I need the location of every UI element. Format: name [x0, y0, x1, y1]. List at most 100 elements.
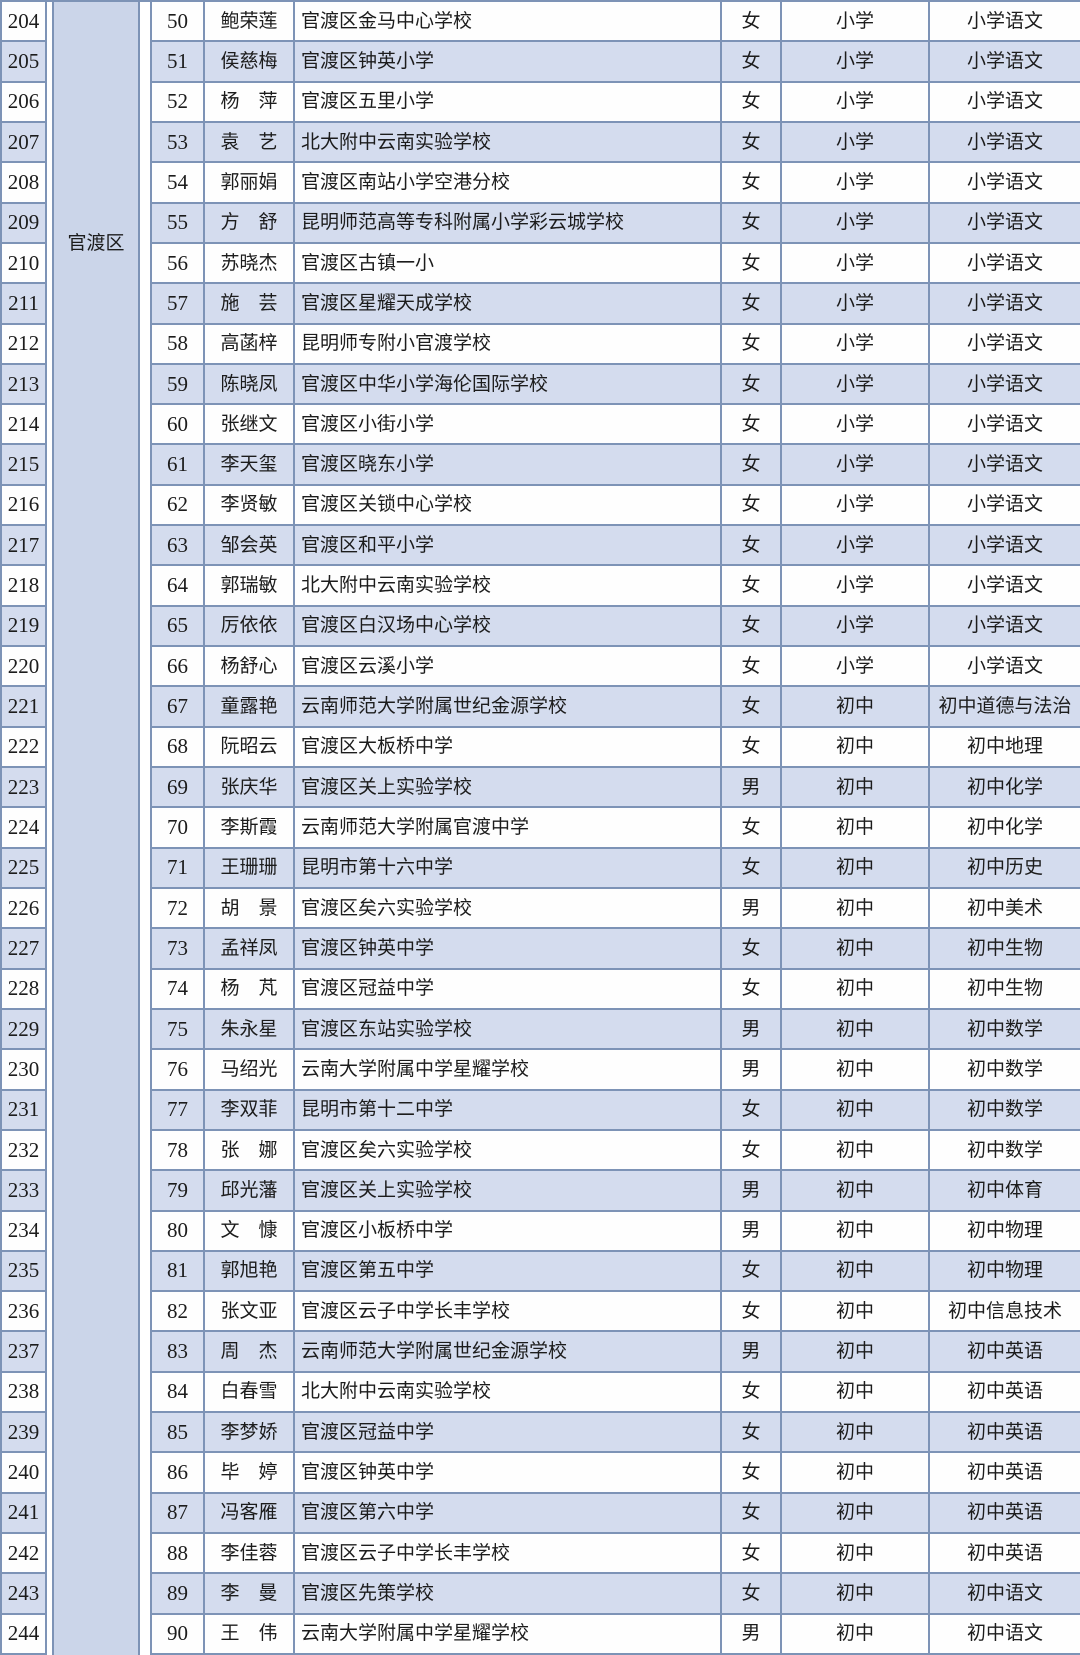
subject-cell: 小学语文: [930, 2, 1080, 43]
school-name-cell: 官渡区钟英中学: [295, 1453, 722, 1494]
row-number-cell: 225: [2, 848, 47, 889]
teacher-name-cell: 郭丽娟: [205, 163, 295, 204]
subject-cell: 初中地理: [930, 727, 1080, 769]
gender-cell: 女: [722, 1413, 782, 1454]
subject-cell: 小学语文: [930, 163, 1080, 204]
school-name-cell: 官渡区冠益中学: [295, 969, 722, 1010]
school-name-cell: 云南大学附属中学星耀学校: [295, 1050, 722, 1091]
school-level-cell: 初中: [782, 1534, 930, 1575]
teacher-name-cell: 李贤敏: [205, 485, 295, 527]
school-name-cell: 官渡区钟英小学: [295, 42, 722, 83]
subject-cell: 初中英语: [930, 1453, 1080, 1494]
gender-cell: 女: [722, 42, 782, 83]
row-number-cell: 214: [2, 405, 47, 446]
row-number-cell: 244: [2, 1614, 47, 1655]
serial-number-cell: 75: [152, 1009, 205, 1051]
school-name-cell: 北大附中云南实验学校: [295, 122, 722, 164]
gender-cell: 女: [722, 163, 782, 204]
teacher-name-cell: 孟祥凤: [205, 929, 295, 970]
school-name-cell: 官渡区冠益中学: [295, 1413, 722, 1454]
school-name-cell: 北大附中云南实验学校: [295, 1372, 722, 1414]
school-level-cell: 小学: [782, 42, 930, 83]
teacher-name-cell: 胡 景: [205, 888, 295, 930]
gender-cell: 女: [722, 405, 782, 446]
teacher-name-cell: 张文亚: [205, 1292, 295, 1333]
teacher-name-cell: 李天玺: [205, 445, 295, 486]
school-level-cell: 初中: [782, 1090, 930, 1131]
teacher-name-cell: 毕 婷: [205, 1453, 295, 1494]
school-name-cell: 官渡区大板桥中学: [295, 727, 722, 769]
serial-number-cell: 65: [152, 606, 205, 648]
serial-number-cell: 64: [152, 566, 205, 607]
school-name-cell: 昆明市第十六中学: [295, 848, 722, 889]
school-level-cell: 小学: [782, 364, 930, 406]
subject-cell: 初中数学: [930, 1130, 1080, 1172]
gender-cell: 女: [722, 2, 782, 43]
school-level-cell: 初中: [782, 848, 930, 889]
subject-cell: 初中道德与法治: [930, 687, 1080, 728]
gender-cell: 女: [722, 445, 782, 486]
school-level-cell: 小学: [782, 203, 930, 244]
subject-cell: 初中数学: [930, 1050, 1080, 1091]
serial-number-cell: 90: [152, 1614, 205, 1655]
school-level-cell: 小学: [782, 485, 930, 527]
teacher-name-cell: 陈晓凤: [205, 364, 295, 406]
subject-cell: 小学语文: [930, 647, 1080, 688]
school-name-cell: 官渡区矣六实验学校: [295, 1130, 722, 1172]
teacher-name-cell: 厉依依: [205, 606, 295, 648]
school-level-cell: 初中: [782, 1332, 930, 1373]
school-name-cell: 官渡区南站小学空港分校: [295, 163, 722, 204]
school-name-cell: 官渡区矣六实验学校: [295, 888, 722, 930]
school-level-cell: 初中: [782, 1413, 930, 1454]
row-number-cell: 221: [2, 687, 47, 728]
school-name-cell: 官渡区关锁中心学校: [295, 485, 722, 527]
subject-cell: 小学语文: [930, 42, 1080, 83]
subject-cell: 小学语文: [930, 405, 1080, 446]
teacher-name-cell: 李佳蓉: [205, 1534, 295, 1575]
teacher-name-cell: 童露艳: [205, 687, 295, 728]
school-level-cell: 小学: [782, 606, 930, 648]
teacher-name-cell: 高菡梓: [205, 324, 295, 365]
school-name-cell: 官渡区云子中学长丰学校: [295, 1292, 722, 1333]
serial-number-cell: 50: [152, 2, 205, 43]
gender-cell: 女: [722, 848, 782, 889]
row-number-cell: 226: [2, 888, 47, 930]
row-number-cell: 205: [2, 42, 47, 83]
serial-number-cell: 89: [152, 1574, 205, 1615]
subject-cell: 初中体育: [930, 1171, 1080, 1212]
row-number-cell: 211: [2, 284, 47, 325]
teacher-name-cell: 邹会英: [205, 526, 295, 567]
subject-cell: 小学语文: [930, 324, 1080, 365]
subject-cell: 初中物理: [930, 1211, 1080, 1252]
subject-cell: 初中化学: [930, 768, 1080, 809]
gender-cell: 男: [722, 1050, 782, 1091]
gender-cell: 男: [722, 768, 782, 809]
gender-cell: 女: [722, 1574, 782, 1615]
school-level-cell: 小学: [782, 526, 930, 567]
row-number-cell: 229: [2, 1009, 47, 1051]
serial-number-cell: 54: [152, 163, 205, 204]
row-number-cell: 212: [2, 324, 47, 365]
gender-cell: 女: [722, 324, 782, 365]
teacher-name-cell: 王 伟: [205, 1614, 295, 1655]
row-number-cell: 222: [2, 727, 47, 769]
school-name-cell: 官渡区五里小学: [295, 82, 722, 123]
teacher-name-cell: 李双菲: [205, 1090, 295, 1131]
serial-number-cell: 58: [152, 324, 205, 365]
school-name-cell: 北大附中云南实验学校: [295, 566, 722, 607]
gender-cell: 男: [722, 1009, 782, 1051]
gender-cell: 女: [722, 284, 782, 325]
subject-cell: 初中化学: [930, 808, 1080, 849]
row-number-cell: 237: [2, 1332, 47, 1373]
row-number-cell: 238: [2, 1372, 47, 1414]
gender-cell: 女: [722, 727, 782, 769]
school-name-cell: 官渡区关上实验学校: [295, 1171, 722, 1212]
subject-cell: 初中语文: [930, 1574, 1080, 1615]
row-number-cell: 243: [2, 1574, 47, 1615]
row-number-cell: 230: [2, 1050, 47, 1091]
subject-cell: 初中物理: [930, 1251, 1080, 1293]
subject-cell: 小学语文: [930, 566, 1080, 607]
school-name-cell: 官渡区金马中心学校: [295, 2, 722, 43]
row-number-cell: 217: [2, 526, 47, 567]
school-name-cell: 云南师范大学附属世纪金源学校: [295, 687, 722, 728]
